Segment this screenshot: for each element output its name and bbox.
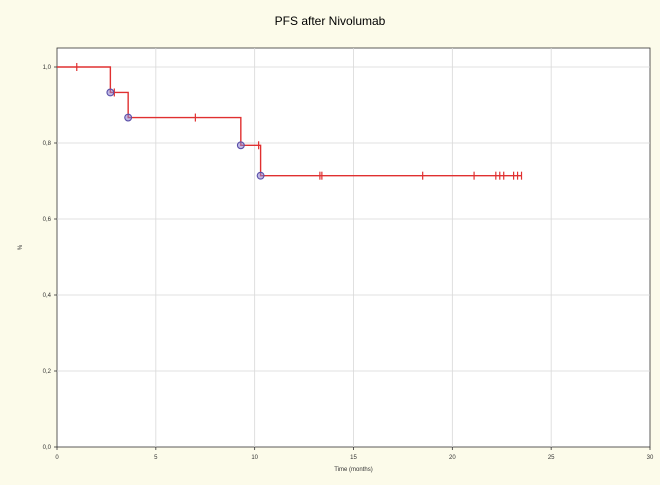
x-tick-label: 20 bbox=[449, 455, 456, 461]
y-tick-label: 0,0 bbox=[43, 445, 52, 451]
censor-marks bbox=[76, 63, 523, 180]
y-tick-label: 0,4 bbox=[43, 293, 52, 299]
y-tick-label: 0,8 bbox=[43, 141, 52, 147]
y-tick-label: 1,0 bbox=[43, 65, 52, 71]
event-point bbox=[256, 171, 265, 180]
event-point bbox=[124, 113, 133, 122]
x-tick-label: 15 bbox=[350, 455, 357, 461]
x-tick-label: 30 bbox=[647, 455, 654, 461]
y-axis-label: % bbox=[18, 244, 24, 250]
x-tick-label: 10 bbox=[251, 455, 258, 461]
y-tick-label: 0,2 bbox=[43, 369, 52, 375]
event-point bbox=[106, 88, 115, 97]
x-tick-label: 5 bbox=[154, 455, 158, 461]
survival-curve bbox=[57, 66, 522, 177]
x-tick-label: 25 bbox=[548, 455, 555, 461]
event-markers bbox=[106, 88, 265, 180]
survival-step-line bbox=[57, 66, 522, 177]
x-tick-label: 0 bbox=[55, 455, 59, 461]
chart-title: PFS after Nivolumab bbox=[275, 14, 386, 28]
axis-ticks: 0 5 10 15 20 25 30 0,0 0,2 0,4 0,6 0,8 1,0 bbox=[43, 65, 654, 461]
grid-lines bbox=[57, 48, 650, 447]
event-point bbox=[236, 141, 245, 150]
y-tick-label: 0,6 bbox=[43, 217, 52, 223]
x-axis-label: Time (months) bbox=[334, 467, 372, 473]
